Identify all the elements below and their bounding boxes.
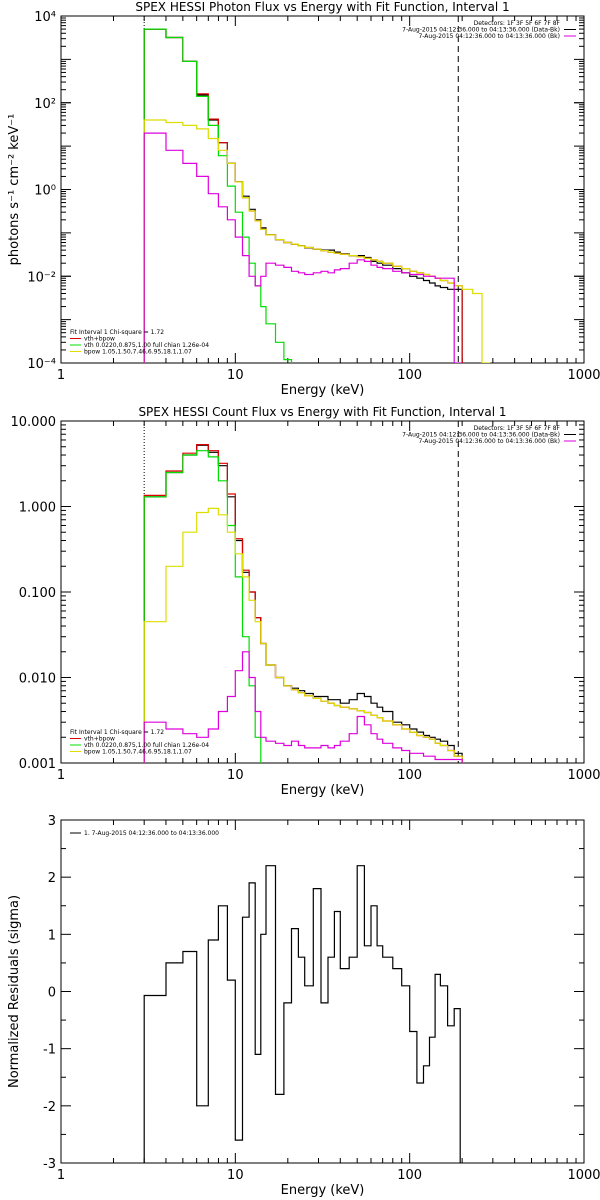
count-panel: SPEX HESSI Count Flux vs Energy with Fit… [11,405,600,798]
count-xtick-label: 1000 [567,768,600,783]
photon-xtick-label: 1000 [567,368,600,383]
count-legend-line: vth 0.0220,0.875,1.00 full chian 1.26e-0… [84,742,209,749]
count-ytick-label: 0.001 [19,757,56,772]
photon-info-line: Detectors: 1F 3F 5F 6F 7F 8F [474,20,561,27]
residuals-xtick-label: 100 [397,1168,422,1183]
residuals-xtick-label: 1 [57,1168,65,1183]
count-series-total [143,444,463,763]
photon-legend-line: vth 0.0220,0.875,1.00 full chian 1.26e-0… [84,342,209,349]
photon-series-bpow [143,119,491,363]
photon-xtick-label: 1 [57,368,65,383]
photon-ytick-label: 10² [34,97,56,112]
count-series-vth [143,450,267,763]
count-info-line: Detectors: 1F 3F 5F 6F 7F 8F [474,425,561,432]
residuals-series-data [143,865,461,1163]
count-ytick-label: 0.100 [19,586,56,601]
photon-ytick-label: 10⁴ [34,10,56,25]
residuals-frame [60,819,585,1164]
residuals-ytick-label: -1 [43,1043,56,1058]
photon-legend-line: bpow 1.05,1.50,7.46,6.95,18.1,1.07 [84,349,192,356]
count-xtick-label: 10 [227,768,244,783]
photon-xtick-label: 100 [397,368,422,383]
photon-ytick-label: 10⁰ [34,184,56,199]
photon-xlabel: Energy (keV) [281,383,365,398]
photon-series-bk [143,132,463,363]
count-legend-line: vth+bpow [84,736,115,743]
photon-ytick-label: 10⁻² [27,270,56,285]
count-series-bpow [143,507,483,763]
count-legend-line: Fit Interval 1 Chi-square = 1.72 [70,729,164,736]
photon-legend-line: Fit Interval 1 Chi-square = 1.72 [70,329,164,336]
photon-info-line: 7-Aug-2015 04:12:36.000 to 04:13:36.000 … [418,33,560,40]
count-xtick-label: 1 [57,768,65,783]
photon-legend-line: vth+bpow [84,336,115,343]
residuals-ytick-label: -3 [43,1157,56,1172]
count-title: SPEX HESSI Count Flux vs Energy with Fit… [138,405,506,419]
count-ytick-label: 0.010 [19,672,56,687]
count-ytick-label: 1.000 [19,501,56,516]
count-ytick-label: 10.000 [11,415,57,430]
residuals-ytick-label: -2 [43,1100,56,1115]
photon-series-total [143,28,463,363]
photon-title: SPEX HESSI Photon Flux vs Energy with Fi… [135,0,509,14]
residuals-ytick-label: 3 [48,814,56,829]
photon-ytick-label: 10⁻⁴ [27,357,56,372]
count-xlabel: Energy (keV) [281,783,365,798]
photon-xtick-label: 10 [227,368,244,383]
photon-ylabel: photons s⁻¹ cm⁻² keV⁻¹ [7,114,22,266]
count-xtick-label: 100 [397,768,422,783]
count-frame [60,420,585,764]
residuals-ytick-label: 1 [48,928,56,943]
photon-series-data [143,28,463,363]
photon-panel: SPEX HESSI Photon Flux vs Energy with Fi… [7,0,600,398]
residuals-ytick-label: 2 [48,871,56,886]
photon-info-line: 7-Aug-2015 04:12:36.000 to 04:13:36.000 … [402,27,560,34]
residuals-xtick-label: 10 [227,1168,244,1183]
count-info-line: 7-Aug-2015 04:12:36.000 to 04:13:36.000 … [418,438,560,445]
residuals-legend-label: 1. 7-Aug-2015 04:12:36.000 to 04:13:36.0… [84,830,219,837]
count-info-line: 7-Aug-2015 04:12:36.000 to 04:13:36.000 … [402,432,560,439]
count-legend-line: bpow 1.05,1.50,7.46,6.95,18.1,1.07 [84,749,192,756]
residuals-xtick-label: 1000 [567,1168,600,1183]
count-series-bk [143,651,463,763]
photon-frame [60,15,585,364]
photon-series-vth [143,28,299,363]
residuals-panel: 1 10 100 1000 -3 -2 -1 0 1 2 3 Energy (keV) Normaliz… [7,814,600,1198]
residuals-ylabel: Normalized Residuals (sigma) [7,895,22,1088]
count-series-data [143,444,463,763]
residuals-xlabel: Energy (keV) [281,1183,365,1198]
residuals-ytick-label: 0 [48,986,56,1001]
